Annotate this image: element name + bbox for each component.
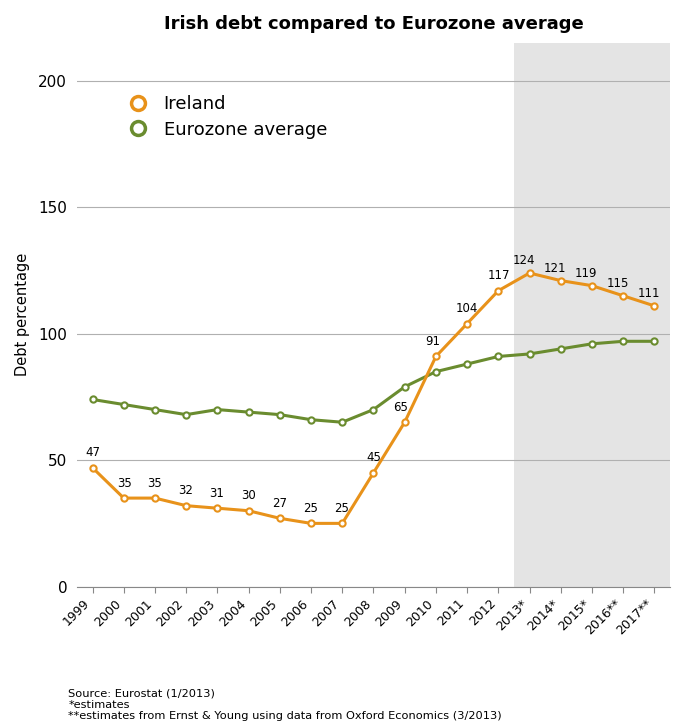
Text: 25: 25 (303, 502, 318, 515)
Ireland (401, 418, 409, 426)
Text: 65: 65 (394, 401, 408, 414)
Text: 25: 25 (334, 502, 349, 515)
Ireland (432, 352, 440, 361)
Text: 121: 121 (544, 262, 566, 275)
Text: Source: Eurostat (1/2013)
*estimates
**estimates from Ernst & Young using data f: Source: Eurostat (1/2013) *estimates **e… (68, 688, 502, 721)
Eurozone average (88, 395, 97, 404)
Eurozone average (650, 337, 658, 346)
Y-axis label: Debt percentage: Debt percentage (15, 253, 30, 376)
Eurozone average (432, 368, 440, 376)
Ireland (307, 519, 315, 528)
Line: Ireland: Ireland (90, 270, 658, 526)
Text: 119: 119 (575, 267, 597, 280)
Text: 91: 91 (425, 335, 440, 348)
Eurozone average (182, 410, 190, 419)
Ireland (588, 281, 596, 290)
Ireland (525, 269, 534, 278)
Eurozone average (151, 405, 159, 414)
Ireland (463, 319, 471, 328)
Ireland (369, 468, 377, 477)
Text: 32: 32 (178, 484, 193, 497)
Eurozone average (588, 339, 596, 348)
Text: 47: 47 (86, 447, 101, 460)
Text: 117: 117 (487, 270, 510, 282)
Eurozone average (276, 410, 284, 419)
Text: 45: 45 (366, 452, 382, 465)
Text: 35: 35 (147, 477, 162, 490)
Ireland (276, 514, 284, 523)
Eurozone average (619, 337, 627, 346)
Eurozone average (307, 415, 315, 424)
Eurozone average (120, 400, 128, 409)
Eurozone average (557, 344, 565, 353)
Eurozone average (338, 418, 347, 426)
Ireland (88, 463, 97, 472)
Ireland (650, 302, 658, 310)
Text: 115: 115 (606, 277, 629, 290)
Legend: Ireland, Eurozone average: Ireland, Eurozone average (127, 96, 327, 138)
Text: 35: 35 (117, 477, 132, 490)
Ireland (494, 286, 502, 295)
Eurozone average (245, 407, 253, 416)
Eurozone average (213, 405, 221, 414)
Ireland (120, 494, 128, 502)
Ireland (151, 494, 159, 502)
Text: 30: 30 (241, 489, 256, 502)
Eurozone average (463, 360, 471, 368)
Ireland (213, 504, 221, 513)
Line: Eurozone average: Eurozone average (90, 338, 658, 426)
Ireland (619, 291, 627, 300)
Eurozone average (369, 405, 377, 414)
Text: 31: 31 (210, 487, 225, 500)
Bar (514, 43, 675, 587)
Text: 104: 104 (456, 302, 478, 315)
Ireland (245, 506, 253, 515)
Text: 124: 124 (512, 254, 535, 268)
Text: 111: 111 (638, 287, 660, 300)
Eurozone average (401, 383, 409, 392)
Ireland (182, 501, 190, 510)
Ireland (338, 519, 347, 528)
Ireland (557, 276, 565, 285)
Text: 27: 27 (272, 497, 287, 510)
Title: Irish debt compared to Eurozone average: Irish debt compared to Eurozone average (164, 15, 584, 33)
Eurozone average (494, 352, 502, 361)
Eurozone average (525, 349, 534, 358)
